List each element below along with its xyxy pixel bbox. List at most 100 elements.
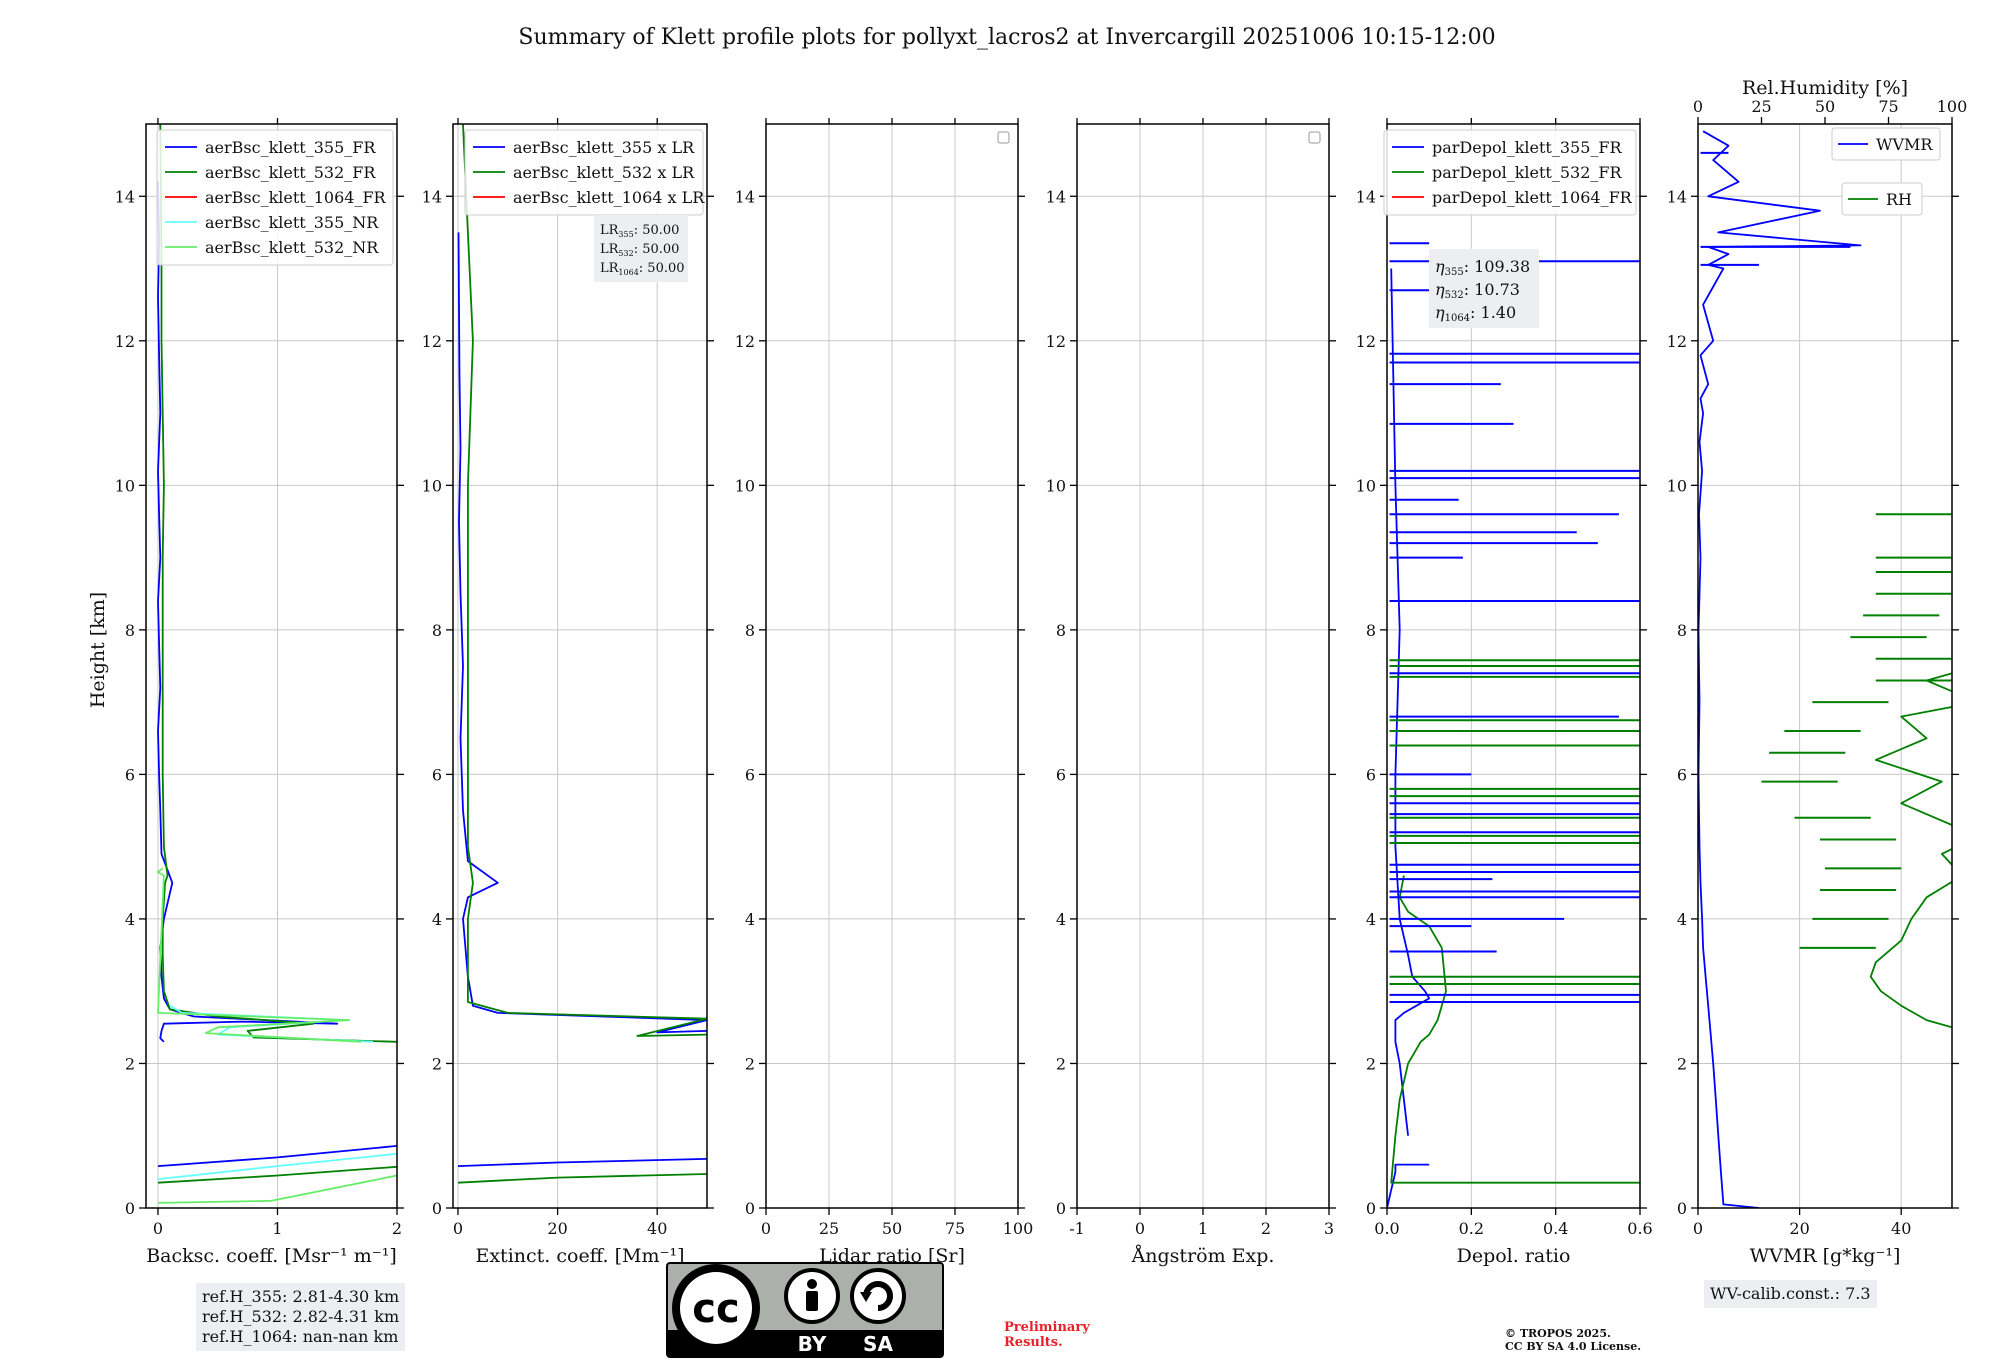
legend-box — [156, 129, 394, 266]
y-tick-label: 14 — [1046, 187, 1066, 206]
x-tick-label: 3 — [1324, 1219, 1334, 1238]
x-tick-label: 100 — [1003, 1219, 1034, 1238]
x-tick-label: 40 — [647, 1219, 667, 1238]
empty-legend-box — [997, 131, 1010, 144]
legend-label: aerBsc_klett_355 x LR — [513, 138, 695, 157]
copyright-line-2: CC BY SA 4.0 License. — [1505, 1340, 1642, 1353]
y-tick-label: 12 — [422, 332, 442, 351]
by-label: BY — [798, 1332, 827, 1356]
ref-height-532: ref.H_532: 2.82-4.31 km — [202, 1307, 400, 1326]
y-tick-label: 12 — [1046, 332, 1066, 351]
param-label: η1064: 1.40 — [1435, 303, 1516, 324]
panel-lr: 0 25 50 75 100 0 2 4 6 8 10 12 14 Lidar ratio [Sr] — [735, 118, 1034, 1267]
sa-label: SA — [863, 1332, 893, 1356]
legend-box — [1841, 182, 1923, 216]
legend-box — [1383, 129, 1637, 216]
y-tick-label: 0 — [1056, 1199, 1066, 1218]
preliminary-notice: Preliminary Results. — [1004, 1320, 1090, 1350]
y-tick-label: 4 — [125, 910, 135, 929]
top-tick-label: 50 — [1815, 97, 1835, 116]
param-box — [594, 215, 688, 282]
x-axis-label-lr: Lidar ratio [Sr] — [819, 1245, 965, 1267]
y-tick-label: 6 — [125, 765, 135, 784]
y-tick-label: 2 — [1677, 1054, 1687, 1073]
x-tick-label: 0.0 — [1374, 1219, 1399, 1238]
legend-label: aerBsc_klett_532_FR — [205, 163, 376, 182]
legend-label: aerBsc_klett_1064 x LR — [513, 188, 705, 207]
y-tick-label: 0 — [745, 1199, 755, 1218]
y-tick-label: 8 — [745, 621, 755, 640]
share-alike-icon — [850, 1268, 906, 1324]
y-tick-label: 6 — [1366, 765, 1376, 784]
x-axis-label-wv: WVMR [g*kg⁻¹] — [1750, 1245, 1901, 1267]
y-tick-label: 8 — [432, 621, 442, 640]
x-tick-label: -1 — [1069, 1219, 1085, 1238]
x-tick-label: 2 — [1261, 1219, 1271, 1238]
axes-frame-dep — [1386, 123, 1641, 1209]
x-tick-label: 75 — [945, 1219, 965, 1238]
y-tick-label: 6 — [745, 765, 755, 784]
legend-box — [464, 129, 704, 216]
y-tick-label: 12 — [735, 332, 755, 351]
legend-label: aerBsc_klett_532 x LR — [513, 163, 695, 182]
legend-label: parDepol_klett_532_FR — [1432, 163, 1623, 182]
x-tick-label: 0 — [453, 1219, 463, 1238]
x-axis-label-ext: Extinct. coeff. [Mm⁻¹] — [475, 1245, 684, 1267]
y-tick-label: 6 — [432, 765, 442, 784]
series-line-RH — [1869, 672, 1952, 1029]
x-tick-label: 0.6 — [1627, 1219, 1652, 1238]
y-tick-label: 0 — [432, 1199, 442, 1218]
wv-calibration-constant: WV-calib.const.: 7.3 — [1710, 1284, 1871, 1303]
x-tick-label: 50 — [882, 1219, 902, 1238]
y-tick-label: 10 — [1667, 476, 1687, 495]
top-tick-label: 0 — [1693, 97, 1703, 116]
param-label: LR355: 50.00 — [600, 223, 679, 239]
x-tick-label: 1 — [1198, 1219, 1208, 1238]
y-tick-label: 10 — [1046, 476, 1066, 495]
param-label: LR532: 50.00 — [600, 242, 679, 258]
y-tick-label: 2 — [1056, 1054, 1066, 1073]
y-tick-label: 12 — [1667, 332, 1687, 351]
y-tick-label: 10 — [1356, 476, 1376, 495]
y-tick-label: 6 — [1056, 765, 1066, 784]
x-tick-label: 2 — [392, 1219, 402, 1238]
x-tick-label: 20 — [1789, 1219, 1809, 1238]
x-tick-label: 0.4 — [1543, 1219, 1568, 1238]
legend-label: aerBsc_klett_532_NR — [205, 238, 379, 257]
y-tick-label: 10 — [115, 476, 135, 495]
param-label: η355: 109.38 — [1435, 257, 1530, 278]
param-box — [1429, 249, 1539, 328]
legend-label: RH — [1886, 190, 1912, 209]
reference-height-box: ref.H_355: 2.81-4.30 km ref.H_532: 2.82-… — [196, 1283, 406, 1351]
y-tick-label: 4 — [745, 910, 755, 929]
legend-label: aerBsc_klett_355_NR — [205, 213, 379, 232]
y-tick-label: 14 — [1356, 187, 1376, 206]
x-tick-label: 0 — [153, 1219, 163, 1238]
legend-label: WVMR — [1876, 135, 1933, 154]
y-tick-label: 4 — [1056, 910, 1066, 929]
y-tick-label: 0 — [1366, 1199, 1376, 1218]
cc-logo-text: cc — [692, 1286, 739, 1332]
y-tick-label: 2 — [1366, 1054, 1376, 1073]
y-tick-label: 10 — [422, 476, 442, 495]
series-line-aerBsc_klett_532_FR — [157, 124, 397, 1184]
plot-area-wv — [1698, 130, 1952, 1208]
x-axis-label-dep: Depol. ratio — [1457, 1245, 1571, 1267]
panel-wv: 0 20 40 0 2 4 6 8 10 12 14 WVMR [g*kg⁻¹] 0 25 50 75 100 R… — [1667, 77, 1968, 1267]
param-label: LR1064: 50.00 — [600, 261, 685, 277]
legend-label: parDepol_klett_355_FR — [1432, 138, 1623, 157]
y-tick-label: 6 — [1677, 765, 1687, 784]
wv-calibration-box: WV-calib.const.: 7.3 — [1704, 1280, 1877, 1308]
panel-ext: 0 20 40 0 2 4 6 8 10 12 14 Extinct. coeff. [Mm⁻¹] ae… — [422, 118, 714, 1267]
y-tick-label: 8 — [1677, 621, 1687, 640]
y-tick-label: 4 — [1366, 910, 1376, 929]
preliminary-line-2: Results. — [1004, 1335, 1063, 1350]
y-tick-label: 0 — [125, 1199, 135, 1218]
panel-dep: 0.0 0.2 0.4 0.6 0 2 4 6 8 10 12 14 Depol. ratio parDe… — [1356, 118, 1653, 1267]
series-line-aerBsc_klett_532 x LR — [457, 124, 707, 1184]
legend-label: aerBsc_klett_1064_FR — [205, 188, 387, 207]
series-line-aerBsc_klett_532_NR — [157, 867, 397, 1204]
y-tick-label: 14 — [1667, 187, 1687, 206]
series-line-WVMR — [1698, 130, 1862, 1208]
